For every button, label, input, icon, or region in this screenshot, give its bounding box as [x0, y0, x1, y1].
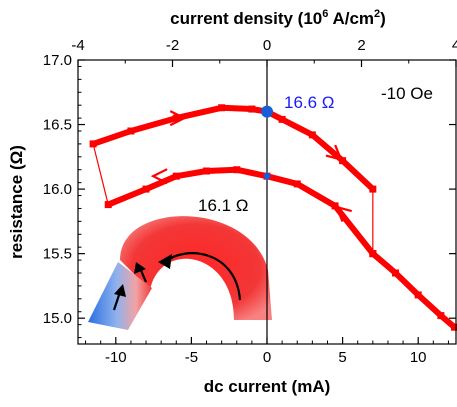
data-point [233, 166, 240, 173]
y-tick-label: 17.0 [43, 52, 72, 69]
x-tick-label: 0 [263, 349, 271, 366]
top-tick-label: 2 [357, 37, 365, 54]
y-tick-label: 15.5 [43, 246, 72, 263]
data-point [203, 168, 210, 175]
data-point [437, 312, 444, 319]
data-point [90, 140, 97, 147]
x-tick-label: 10 [410, 349, 427, 366]
jump-line-1 [93, 144, 108, 205]
data-point [248, 106, 255, 113]
data-point [309, 131, 316, 138]
data-point [173, 173, 180, 180]
series-line-0 [93, 108, 373, 189]
y-tick-label: 16.5 [43, 117, 72, 134]
x-tick-label: -10 [105, 349, 127, 366]
top-tick-label: -2 [166, 37, 179, 54]
x-tick-label: 5 [338, 349, 346, 366]
low-resistance-label: 16.1 Ω [198, 196, 249, 215]
data-point [369, 250, 376, 257]
y-axis-title: resistance (Ω) [7, 145, 26, 259]
high-resistance-label: 16.6 Ω [284, 93, 335, 112]
top-tick-label: -4 [71, 37, 84, 54]
top-axis-title: current density (106 A/cm2) [170, 8, 386, 28]
y-tick-label: 16.0 [43, 181, 72, 198]
data-point [279, 116, 286, 123]
x-axis-title: dc current (mA) [204, 377, 331, 396]
top-tick-label: 0 [263, 37, 271, 54]
top-tick-label: 4 [452, 37, 457, 54]
data-point [294, 180, 301, 187]
data-point [218, 104, 225, 111]
data-point [415, 291, 422, 298]
x-tick-label: -5 [185, 349, 198, 366]
data-point [105, 201, 112, 208]
data-point [392, 270, 399, 277]
data-point [143, 186, 150, 193]
data-point [127, 128, 134, 135]
field-annotation: -10 Oe [381, 84, 433, 103]
data-point [369, 186, 376, 193]
state-marker-1 [264, 173, 271, 180]
state-marker-0 [261, 106, 273, 118]
y-tick-label: 15.0 [43, 310, 72, 327]
inset-strip [88, 216, 272, 330]
